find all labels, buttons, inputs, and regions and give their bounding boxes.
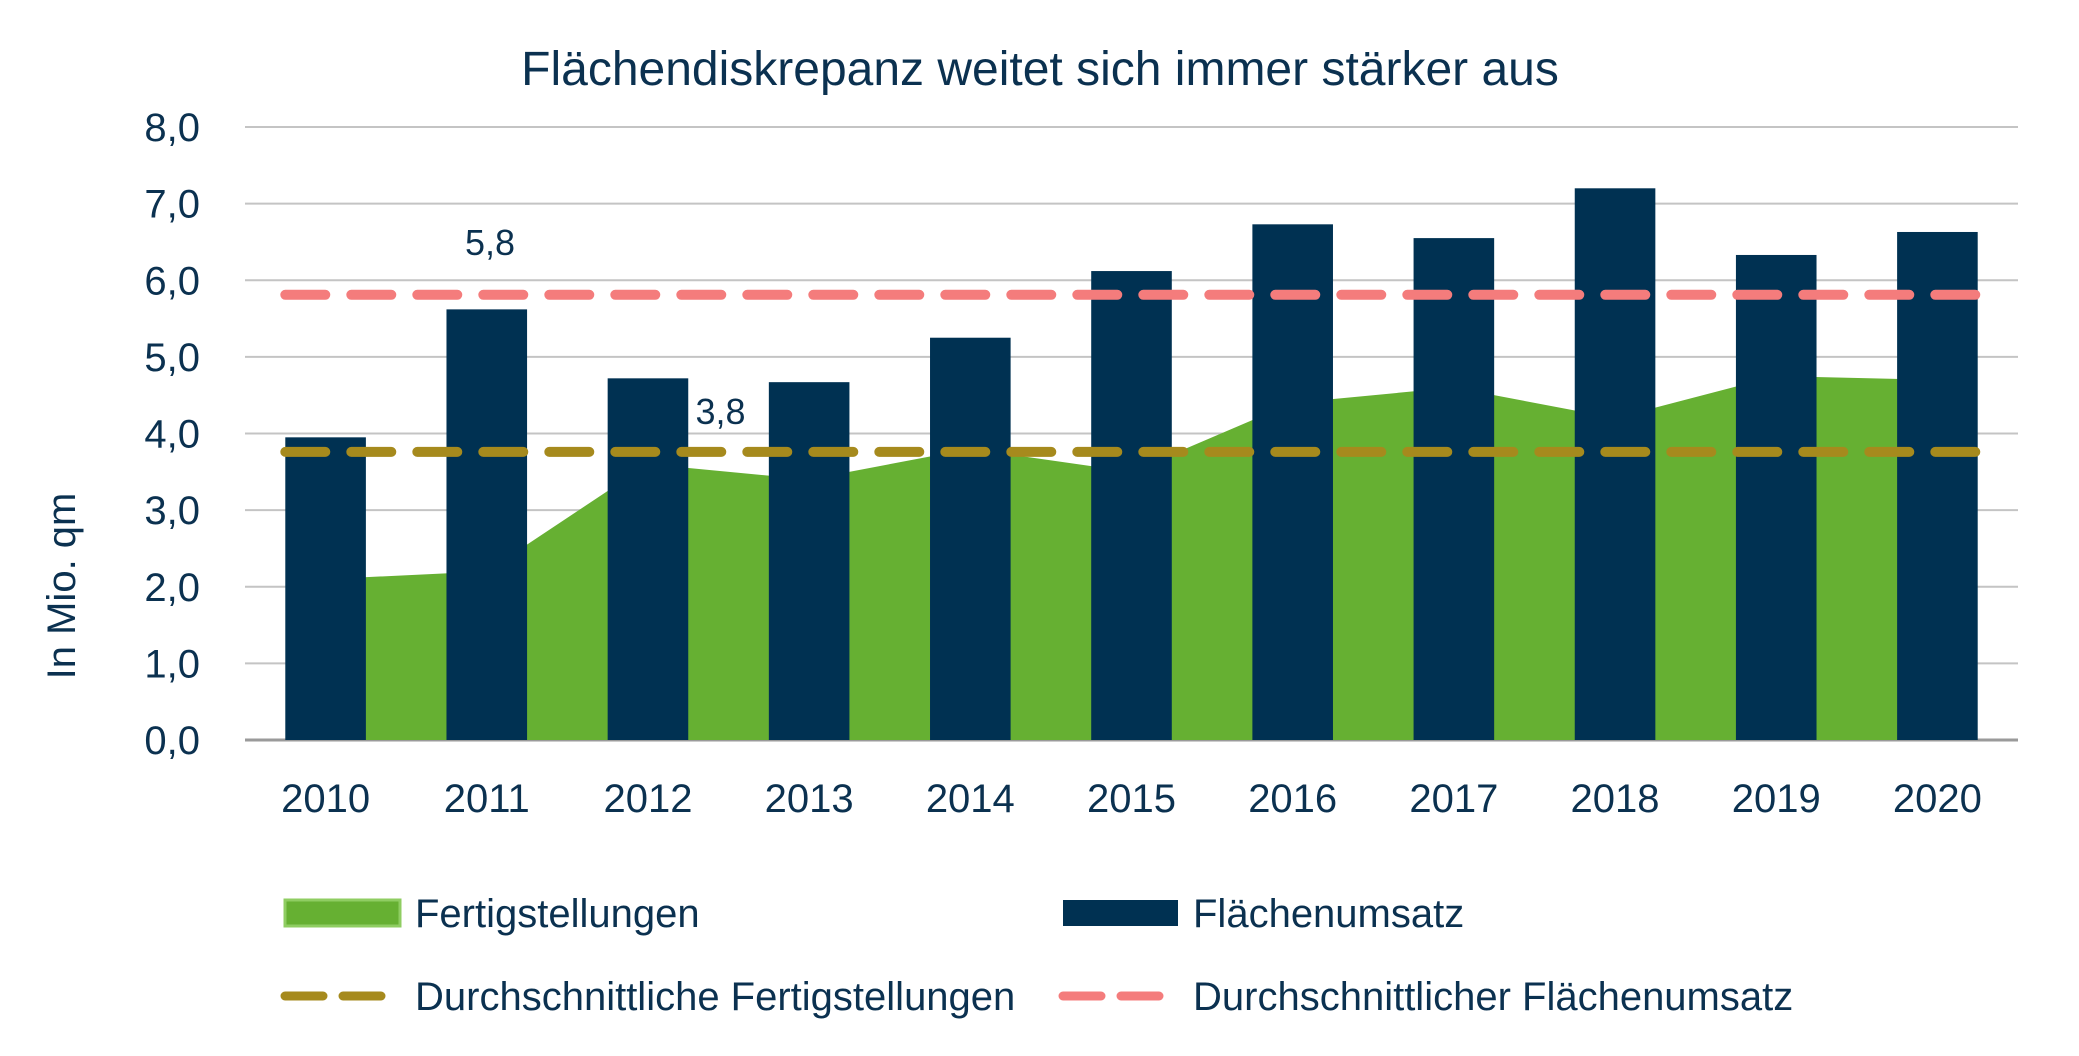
legend-label-avg-flaechenumsatz: Durchschnittlicher Flächenumsatz bbox=[1193, 975, 1793, 1019]
legend-label-avg-fertigstellungen: Durchschnittliche Fertigstellungen bbox=[415, 975, 1015, 1019]
bar-flaechenumsatz bbox=[285, 437, 366, 740]
bar-flaechenumsatz bbox=[1897, 231, 1978, 740]
legend-label-fertigstellungen: Fertigstellungen bbox=[415, 892, 700, 936]
bar-flaechenumsatz bbox=[1252, 224, 1333, 741]
y-axis-label: In Mio. qm bbox=[40, 493, 84, 680]
x-tick-label: 2012 bbox=[603, 777, 692, 821]
x-tick-label: 2018 bbox=[1571, 777, 1660, 821]
x-tick-label: 2013 bbox=[765, 777, 854, 821]
bar-flaechenumsatz bbox=[1735, 254, 1817, 740]
avg-label-fertigstellungen: 3,8 bbox=[695, 391, 745, 432]
x-tick-label: 2015 bbox=[1087, 777, 1176, 821]
bar-flaechenumsatz bbox=[768, 382, 850, 740]
x-tick-label: 2011 bbox=[444, 777, 530, 821]
bar-flaechenumsatz bbox=[607, 378, 689, 740]
x-tick-label: 2019 bbox=[1732, 777, 1821, 821]
y-tick-label: 1,0 bbox=[144, 642, 200, 686]
y-tick-label: 5,0 bbox=[144, 336, 200, 380]
y-tick-labels: 0,0 1,0 2,0 3,0 4,0 5,0 6,0 7,0 8,0 bbox=[144, 106, 200, 763]
legend: Fertigstellungen Flächenumsatz Durchschn… bbox=[280, 892, 1793, 1019]
y-tick-label: 6,0 bbox=[144, 259, 200, 303]
y-tick-label: 3,0 bbox=[144, 489, 200, 533]
legend-label-flaechenumsatz: Flächenumsatz bbox=[1193, 892, 1464, 936]
y-tick-label: 7,0 bbox=[144, 183, 200, 227]
x-tick-labels: 2010 2011 2012 2013 2014 2015 2016 2017 2018 2019… bbox=[281, 777, 1982, 821]
bar-series-layer bbox=[285, 188, 1978, 741]
legend-swatch-fertigstellungen bbox=[283, 898, 402, 928]
bar-flaechenumsatz bbox=[446, 309, 528, 740]
y-tick-label: 2,0 bbox=[144, 566, 200, 610]
bar-flaechenumsatz bbox=[930, 337, 1011, 740]
y-tick-label: 8,0 bbox=[144, 106, 200, 150]
bar-flaechenumsatz bbox=[1574, 188, 1656, 741]
chart-title: Flächendiskrepanz weitet sich immer stär… bbox=[521, 43, 1559, 96]
x-tick-label: 2017 bbox=[1409, 777, 1498, 821]
avg-label-flaechenumsatz: 5,8 bbox=[465, 222, 515, 263]
y-tick-label: 4,0 bbox=[144, 413, 200, 457]
legend-swatch-flaechenumsatz bbox=[1063, 900, 1178, 926]
y-tick-label: 0,0 bbox=[144, 719, 200, 763]
x-tick-label: 2010 bbox=[281, 777, 370, 821]
bar-flaechenumsatz bbox=[1091, 271, 1172, 740]
bar-flaechenumsatz bbox=[1413, 238, 1495, 740]
x-tick-label: 2016 bbox=[1248, 777, 1337, 821]
x-tick-label: 2020 bbox=[1893, 777, 1982, 821]
x-tick-label: 2014 bbox=[926, 777, 1015, 821]
average-lines-layer: 3,8 5,8 bbox=[280, 222, 1983, 457]
